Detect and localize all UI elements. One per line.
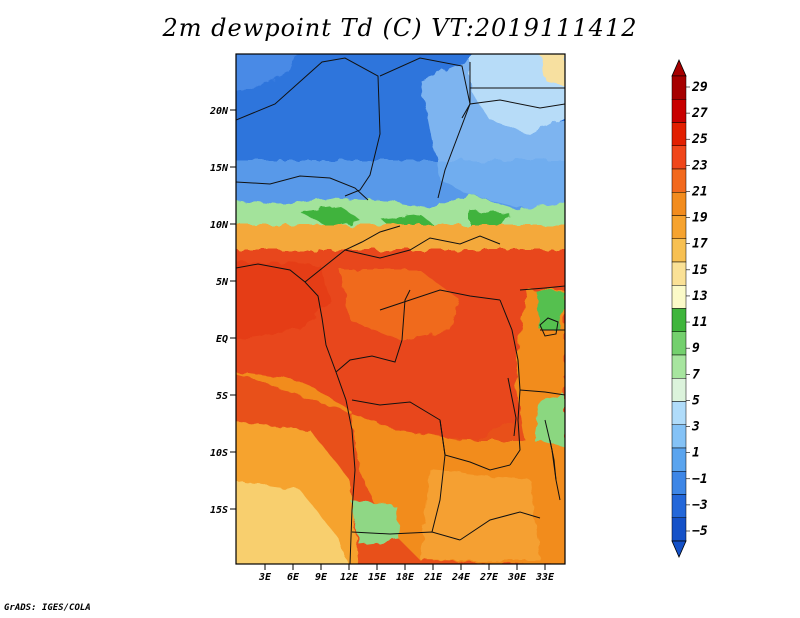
border-angola-zambia <box>431 419 446 533</box>
border-niger-nigeria <box>236 175 369 201</box>
border-zambia-south <box>459 511 541 541</box>
colorbar-label: 19 <box>692 211 708 226</box>
border-congo <box>335 289 411 373</box>
colorbar-swatches <box>671 75 687 542</box>
colorbar-swatch <box>671 145 687 170</box>
colorbar-label: 9 <box>692 341 700 356</box>
colorbar-swatch <box>671 424 687 449</box>
colorbar-label: 5 <box>692 393 700 408</box>
colorbar-labels: 29 27 25 23 21 19 17 15 13 11 9 7 5 3 1 −1 −3 −5 <box>686 80 708 539</box>
colorbar-label: 11 <box>692 315 708 330</box>
border-chad-west <box>379 57 471 199</box>
colorbar: 29 27 25 23 21 19 17 15 13 11 9 7 5 3 1 −1 −3 −5 <box>671 59 708 558</box>
colorbar-label: 13 <box>692 289 708 304</box>
lake-tanganyika <box>507 377 517 437</box>
colorbar-label: −3 <box>692 498 708 513</box>
lat-label: 20N <box>209 106 229 117</box>
border-car <box>344 235 501 259</box>
colorbar-swatch <box>671 75 687 100</box>
lat-label: 15N <box>210 163 229 174</box>
colorbar-label: 1 <box>692 446 700 461</box>
field-zambia-orange <box>420 470 540 560</box>
lon-label: 9E <box>315 572 328 583</box>
colorbar-swatch <box>671 285 687 309</box>
colorbar-swatch <box>671 215 687 239</box>
field-north-lighter-west <box>236 54 297 90</box>
lon-label: 33E <box>535 572 555 583</box>
colorbar-swatch <box>671 308 687 332</box>
colorbar-label: 23 <box>691 158 708 173</box>
lat-label: 10S <box>210 448 228 459</box>
colorbar-swatch <box>671 122 687 146</box>
field-southwest-pale <box>236 481 348 564</box>
colorbar-swatch <box>671 447 687 472</box>
grads-credit: GrADS: IGES/COLA <box>4 603 91 613</box>
lake-malawi <box>549 439 557 481</box>
field-northeast-cream <box>540 54 565 85</box>
colorbar-label: 25 <box>691 132 708 147</box>
lat-label: 10N <box>210 220 229 231</box>
country-borders <box>236 57 565 564</box>
lat-axis: 20N 15N 10N 5N EQ 5S 10S 15S <box>209 106 236 516</box>
field-central-orange <box>340 270 460 340</box>
lon-label: 18E <box>396 572 415 583</box>
lon-label: 27E <box>479 572 499 583</box>
colorbar-swatch <box>671 192 687 216</box>
colorbar-swatch <box>671 331 687 356</box>
colorbar-swatch <box>671 378 687 402</box>
colorbar-label: 21 <box>691 184 708 199</box>
colorbar-label: 29 <box>691 80 708 95</box>
lat-label: 5N <box>216 277 229 288</box>
colorbar-swatch <box>671 494 687 518</box>
map-frame <box>235 53 566 565</box>
colorbar-swatch <box>671 261 687 286</box>
border-sudan <box>461 99 565 119</box>
field-northeast-pale <box>470 54 565 135</box>
colorbar-label: 27 <box>691 106 708 121</box>
border-east-africa <box>519 285 565 396</box>
lake-victoria <box>539 317 559 337</box>
border-angola-namibia <box>351 531 461 541</box>
lat-label: 5S <box>216 391 228 402</box>
border-nigeria-cameroon <box>304 225 401 283</box>
field-east-green-north <box>535 290 565 330</box>
lon-label: 3E <box>258 572 272 583</box>
field-green-band-dark <box>300 206 510 236</box>
lon-label: 6E <box>287 572 300 583</box>
lon-axis: 3E 6E 9E 12E 15E 18E 21E 24E 27E 30E 33E <box>258 564 555 583</box>
colorbar-swatch <box>671 354 687 379</box>
colorbar-swatch <box>671 99 687 123</box>
colorbar-bottom-arrow <box>671 540 687 558</box>
colorbar-swatch <box>671 471 687 495</box>
border-car-south <box>379 289 501 311</box>
lon-label: 12E <box>340 572 359 583</box>
lat-label: EQ <box>216 334 228 345</box>
coastline-west <box>236 263 356 564</box>
colorbar-label: 17 <box>692 237 708 252</box>
colorbar-label: −1 <box>692 472 708 487</box>
colorbar-label: −5 <box>692 524 708 539</box>
colorbar-swatch <box>671 238 687 263</box>
border-libya-egypt <box>469 62 565 104</box>
dewpoint-field <box>236 54 565 564</box>
colorbar-swatch <box>671 168 687 193</box>
colorbar-label: 7 <box>692 367 700 382</box>
colorbar-swatch <box>671 401 687 425</box>
lon-label: 24E <box>451 572 471 583</box>
lon-label: 15E <box>368 572 387 583</box>
colorbar-top-arrow <box>671 59 687 77</box>
colorbar-label: 3 <box>691 420 700 435</box>
colorbar-swatch <box>671 517 687 542</box>
lat-label: 15S <box>210 505 228 516</box>
lon-label: 21E <box>423 572 443 583</box>
lon-label: 30E <box>507 572 527 583</box>
field-gulf-red <box>236 260 330 339</box>
colorbar-label: 15 <box>692 263 708 278</box>
border-sahel-north <box>236 57 381 197</box>
map-title: 2m dewpoint Td (C) VT:2019111412 <box>162 14 638 42</box>
